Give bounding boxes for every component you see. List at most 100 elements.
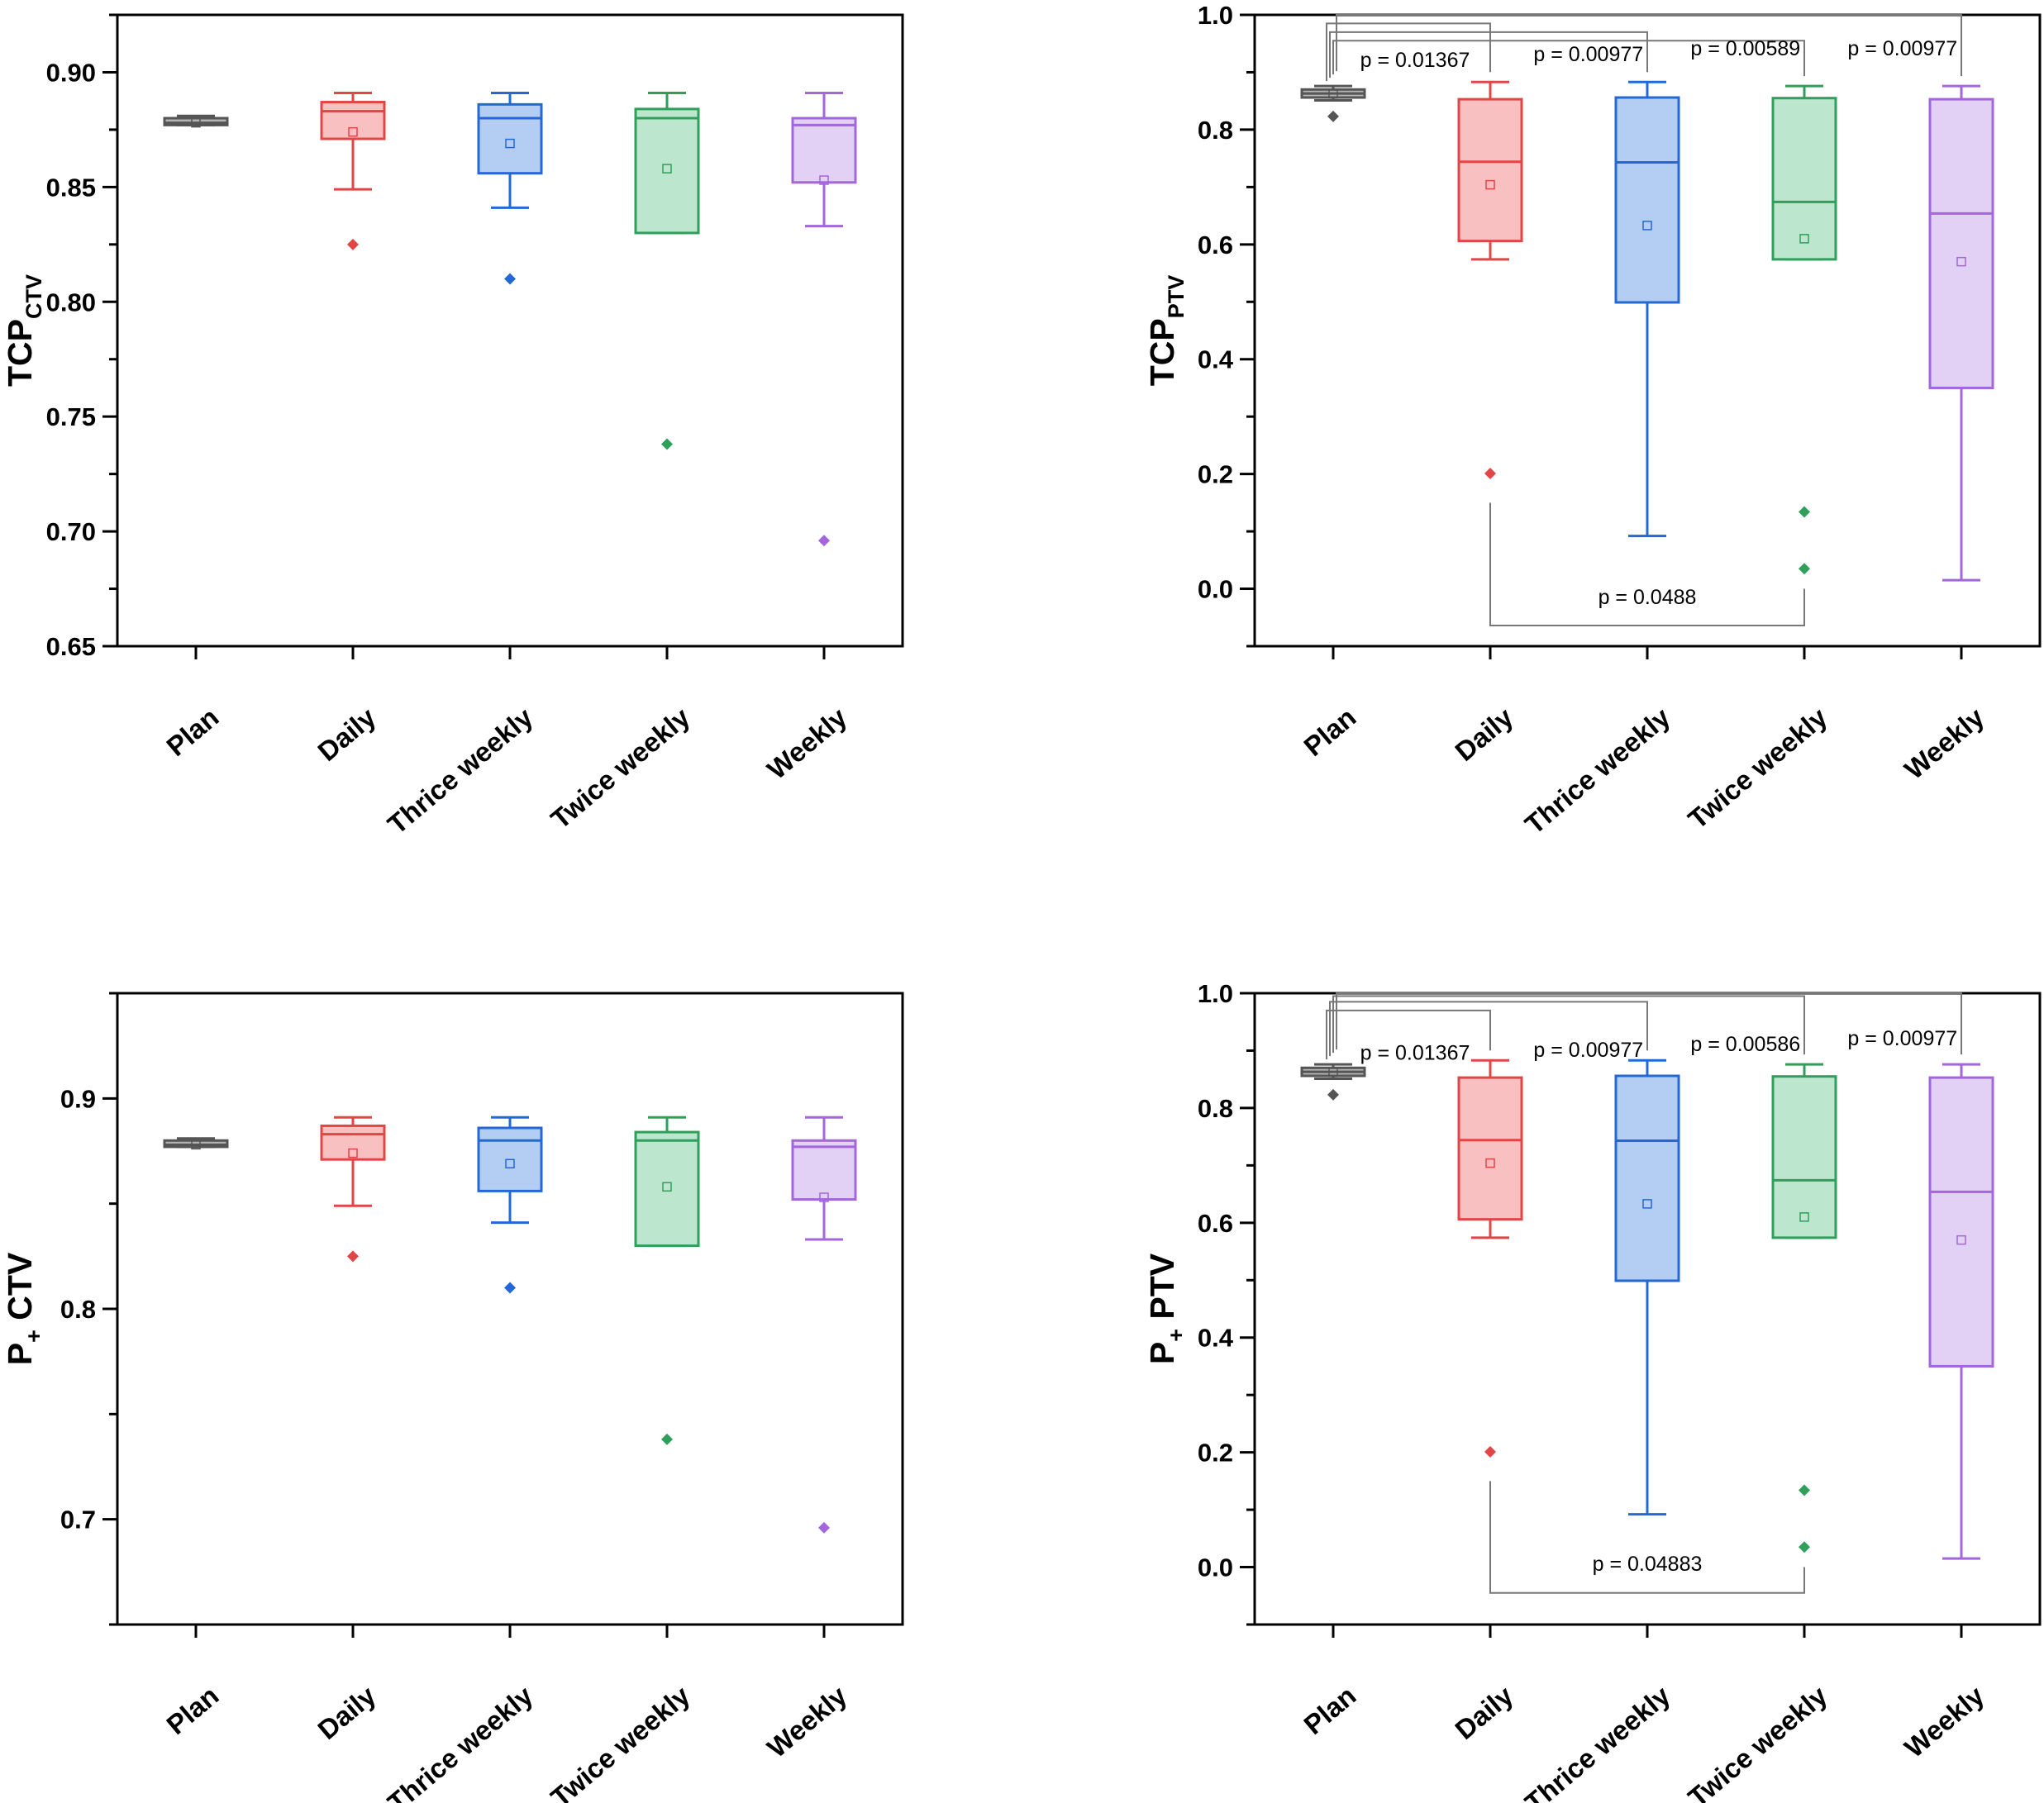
outlier-point [1799, 506, 1810, 518]
p-value-label: p = 0.00586 [1690, 1033, 1800, 1056]
y-tick-label: 0.2 [1198, 460, 1233, 489]
plot-frame [116, 992, 904, 1626]
y-axis-label: P+ CTV [1, 1252, 46, 1365]
y-axis-label-tail: CTV [1, 1252, 39, 1330]
outlier-point [661, 438, 673, 450]
mean-marker [1642, 1199, 1652, 1209]
x-tick-label-thrice-weekly: Thrice weekly [382, 702, 539, 840]
p-value-label: p = 0.01367 [1360, 49, 1470, 72]
significance-bracket: p = 0.01367 [1326, 1009, 1491, 1064]
y-tick-label: 0.70 [46, 517, 96, 546]
y-axis-label: P+ PTV [1143, 1253, 1189, 1364]
box-iqr [1614, 1074, 1680, 1282]
mean-marker [819, 175, 829, 185]
x-tick-label-daily: Daily [312, 1680, 382, 1745]
box-weekly [1928, 84, 1994, 582]
y-axis-label-subscript: + [21, 1330, 46, 1343]
significance-bracket: p = 0.00589 [1332, 37, 1805, 77]
y-tick-label: 0.8 [1198, 116, 1233, 145]
bracket-line [1326, 1009, 1491, 1060]
mean-marker [1485, 179, 1495, 190]
x-tick-label-plan: Plan [160, 702, 224, 762]
p-value-label: p = 0.01367 [1360, 1041, 1470, 1064]
y-tick-label: 0.8 [1198, 1094, 1233, 1123]
box-iqr [634, 107, 700, 235]
significance-bracket: p = 0.00977 [1336, 992, 1962, 1055]
box-daily [1457, 80, 1523, 479]
y-tick-label: 0.6 [1198, 1209, 1233, 1238]
box-iqr [1457, 1076, 1523, 1221]
y-tick-label: 0.80 [46, 288, 96, 316]
outlier-point [1327, 1088, 1339, 1101]
mean-marker [1956, 1235, 1966, 1245]
y-axis-label-tail: PTV [1143, 1253, 1181, 1329]
significance-bracket: p = 0.00977 [1329, 31, 1648, 78]
box-plan [163, 114, 229, 128]
box-twice-weekly [634, 1116, 700, 1445]
box-iqr [634, 1130, 700, 1248]
p-value-label: p = 0.00977 [1533, 43, 1643, 66]
y-tick-label: 0.2 [1198, 1439, 1233, 1468]
y-axis-label: TCPPTV [1143, 275, 1189, 387]
mean-marker [1328, 1068, 1338, 1078]
x-tick-label-weekly: Weekly [761, 1680, 853, 1763]
mean-marker [191, 1139, 201, 1150]
bracket-line [1332, 995, 1805, 1055]
x-tick-label-thrice-weekly: Thrice weekly [1519, 702, 1676, 840]
mean-marker [662, 164, 672, 174]
box-daily [320, 91, 386, 250]
chart-tcp-ctv: 0.65 0.70 0.75 0.80 0.85 0.90 Plan Daily Thrice … [1, 13, 904, 840]
p-value-label: p = 0.00977 [1533, 1039, 1643, 1062]
x-tick-label-thrice-weekly: Thrice weekly [1519, 1680, 1676, 1803]
mean-marker [662, 1182, 672, 1192]
box-weekly [1928, 1063, 1994, 1560]
y-tick-label: 0.75 [46, 402, 96, 431]
box-thrice-weekly [477, 1116, 543, 1294]
outlier-point [1327, 110, 1339, 122]
mean-marker [1485, 1158, 1495, 1168]
y-axis-label-subscript: PTV [1164, 275, 1189, 319]
y-tick-label: 0.85 [46, 173, 96, 202]
x-tick-label-weekly: Weekly [761, 702, 853, 785]
y-tick-label: 1.0 [1198, 979, 1233, 1008]
y-tick-label: 0.4 [1198, 1324, 1234, 1353]
x-tick-label-daily: Daily [1449, 1680, 1519, 1745]
box-iqr [1771, 1075, 1837, 1239]
box-iqr [320, 101, 386, 140]
box-plan [1300, 1063, 1366, 1101]
y-tick-label: 0.4 [1198, 345, 1234, 374]
significance-bracket: p = 0.0488 [1489, 502, 1805, 626]
outlier-point [818, 535, 830, 547]
bracket-line [1336, 992, 1962, 1055]
box-iqr [791, 1139, 857, 1201]
y-tick-label: 0.6 [1198, 231, 1233, 259]
p-value-label: p = 0.0488 [1599, 586, 1697, 609]
box-daily [1457, 1058, 1523, 1458]
box-plan [163, 1137, 229, 1150]
x-tick-label-plan: Plan [1298, 1680, 1361, 1740]
y-axis-label-main: TCP [1, 319, 39, 387]
mean-marker [505, 138, 515, 149]
box-plan [1300, 84, 1366, 122]
box-twice-weekly [1771, 1063, 1837, 1553]
outlier-point [347, 1250, 359, 1263]
significance-bracket: p = 0.01367 [1326, 22, 1491, 82]
outlier-point [1484, 1445, 1496, 1458]
p-value-label: p = 0.00977 [1847, 1027, 1957, 1050]
mean-marker [1799, 234, 1809, 244]
x-tick-label-daily: Daily [1449, 702, 1519, 767]
significance-bracket: p = 0.04883 [1489, 1481, 1805, 1594]
x-tick-label-plan: Plan [1298, 702, 1361, 762]
x-tick-label-daily: Daily [312, 702, 382, 767]
box-iqr [791, 117, 857, 184]
outlier-point [661, 1433, 673, 1445]
box-twice-weekly [1771, 84, 1837, 575]
box-iqr [1928, 98, 1994, 389]
bracket-line [1329, 31, 1648, 78]
x-tick-label-twice-weekly: Twice weekly [1682, 1680, 1833, 1803]
mean-marker [191, 117, 201, 128]
x-tick-label-twice-weekly: Twice weekly [545, 1680, 696, 1803]
bracket-line [1329, 1001, 1648, 1057]
mean-marker [348, 1148, 358, 1158]
